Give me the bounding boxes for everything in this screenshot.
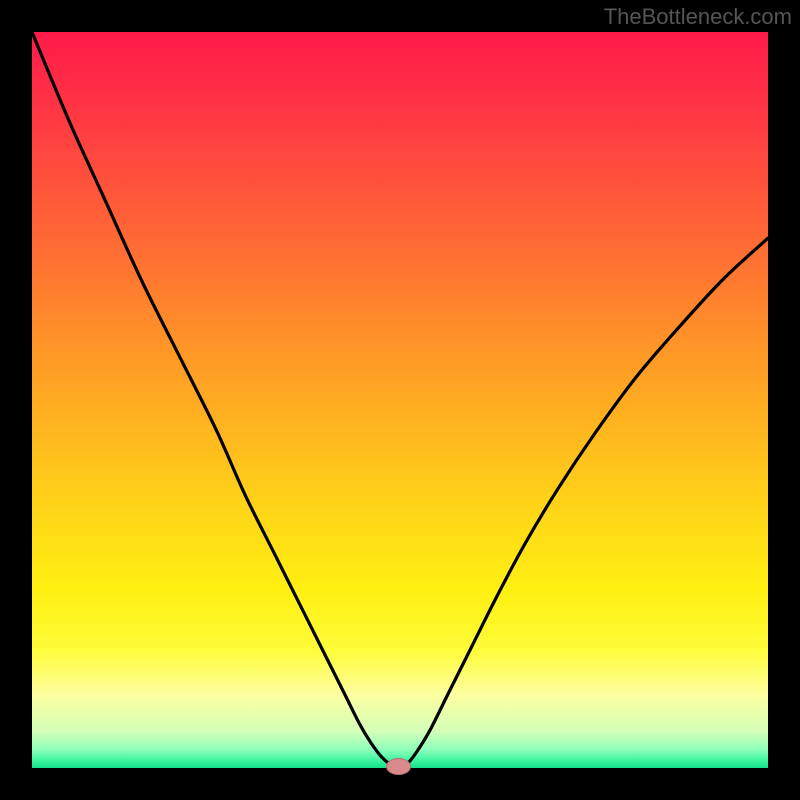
plot-gradient-background <box>32 32 768 768</box>
optimal-point-marker <box>387 759 411 775</box>
bottleneck-chart: TheBottleneck.com <box>0 0 800 800</box>
chart-svg <box>0 0 800 800</box>
watermark-text: TheBottleneck.com <box>604 4 792 30</box>
